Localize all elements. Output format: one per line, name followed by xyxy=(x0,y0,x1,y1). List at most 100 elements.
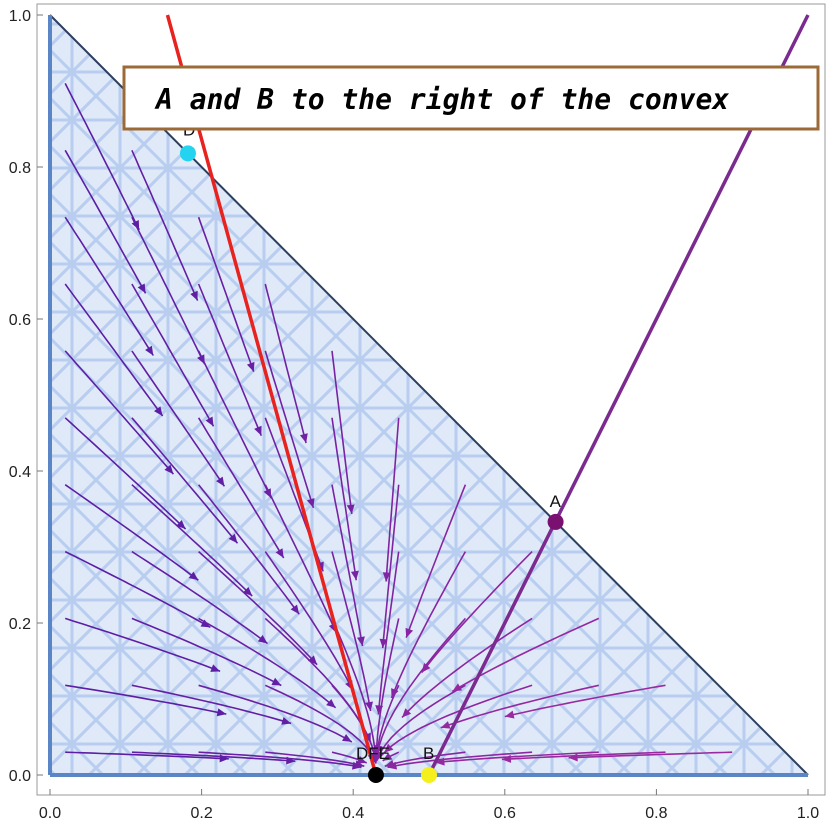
stream-arrowhead xyxy=(405,627,414,638)
streamline xyxy=(440,684,599,729)
stream-arrowhead xyxy=(257,634,268,644)
streamline xyxy=(64,484,199,581)
streamline xyxy=(264,484,337,633)
streamline xyxy=(65,751,229,760)
streamline xyxy=(198,617,337,709)
stream-arrowhead xyxy=(402,708,412,718)
streamline xyxy=(390,551,467,699)
y-tick-label: 0.8 xyxy=(9,160,31,177)
stream-arrowhead xyxy=(190,290,198,301)
streamline xyxy=(64,216,154,356)
stream-arrowhead xyxy=(281,717,292,725)
x-tick-label: 0.6 xyxy=(494,805,516,822)
streamline xyxy=(383,684,533,754)
stream-arrowhead xyxy=(308,655,318,665)
streamline xyxy=(331,618,377,758)
streamline xyxy=(131,751,296,762)
streamline xyxy=(377,551,400,715)
streamline xyxy=(265,751,365,767)
stream-arrowhead xyxy=(365,701,373,712)
stream-arrowhead xyxy=(375,705,384,715)
stream-arrowhead xyxy=(354,760,365,768)
stream-arrowhead xyxy=(188,571,199,581)
annotation-text: A and B to the right of the convex xyxy=(154,83,729,116)
stream-arrowhead xyxy=(452,683,463,692)
stream-arrowhead xyxy=(290,604,300,615)
streamline xyxy=(64,149,147,294)
streamline xyxy=(568,751,733,759)
streamline xyxy=(131,350,226,487)
stream-arrowhead xyxy=(440,721,451,729)
stream-arrowhead xyxy=(326,698,336,708)
streamline xyxy=(64,83,140,231)
streamline xyxy=(64,283,164,417)
stream-arrowhead xyxy=(263,488,272,499)
streamline xyxy=(197,484,300,615)
streamline xyxy=(131,550,268,645)
streamlines xyxy=(64,83,733,770)
x-tick-label: 0.8 xyxy=(645,805,667,822)
streamline xyxy=(197,350,272,499)
streamline xyxy=(375,684,400,755)
streamline xyxy=(198,551,318,666)
streamline xyxy=(331,551,372,712)
region-hypotenuse xyxy=(49,14,809,776)
streamline xyxy=(198,684,353,743)
streamline xyxy=(375,618,400,763)
stream-arrowhead xyxy=(356,636,365,646)
point-label-a: A xyxy=(550,492,562,511)
stream-arrowhead xyxy=(254,425,262,436)
stream-arrowhead xyxy=(228,533,238,544)
streamline xyxy=(420,551,533,674)
stream-arrowhead xyxy=(164,464,174,475)
streamline xyxy=(504,684,666,718)
stream-arrowhead xyxy=(271,677,282,686)
streamline xyxy=(64,617,221,673)
streamline xyxy=(264,684,376,763)
stream-arrowhead xyxy=(382,752,393,761)
streamline xyxy=(387,751,533,769)
streamline xyxy=(131,484,253,597)
stream-arrowhead xyxy=(137,283,146,294)
streamline xyxy=(131,617,282,687)
stream-arrowhead xyxy=(382,572,391,582)
stream-arrowhead xyxy=(501,754,512,763)
stream-arrowhead xyxy=(176,519,186,530)
streamline xyxy=(197,417,285,559)
stream-arrowhead xyxy=(145,345,154,356)
stream-arrowhead xyxy=(379,638,388,649)
point-dfe xyxy=(367,767,384,783)
stream-arrowhead xyxy=(387,761,398,770)
streamline xyxy=(405,484,467,638)
x-tick-label: 1.0 xyxy=(797,805,819,822)
streamline xyxy=(376,684,466,762)
axis-ticks: 0.0 0.2 0.4 0.6 0.8 1.0 0.0 0.2 0.4 0.6 0.8 1.0 xyxy=(9,8,819,822)
streamline xyxy=(131,283,215,427)
streamline xyxy=(401,617,533,719)
streamline xyxy=(131,149,199,301)
stream-arrowhead xyxy=(384,743,394,753)
streamline xyxy=(331,484,364,647)
streamline xyxy=(64,550,211,629)
streamline xyxy=(198,751,362,769)
stream-arrowhead xyxy=(210,664,221,672)
stream-arrowhead xyxy=(375,745,384,755)
stream-arrowhead xyxy=(200,619,211,628)
streamline xyxy=(384,751,466,767)
streamline xyxy=(264,283,307,444)
point-a xyxy=(547,513,564,530)
streamline xyxy=(381,484,400,649)
point-label-dfe: DFE xyxy=(356,744,390,763)
stream-arrowhead xyxy=(275,548,284,559)
streamline xyxy=(435,751,599,764)
stream-arrowhead xyxy=(205,416,214,427)
streamline xyxy=(331,417,357,581)
point-label-b: B xyxy=(423,744,434,763)
point-b xyxy=(421,767,437,783)
streamline xyxy=(197,216,255,372)
streamline xyxy=(64,417,187,530)
streamline xyxy=(65,684,227,715)
streamline xyxy=(501,751,666,761)
stream-arrowhead xyxy=(154,406,163,416)
streamline xyxy=(331,350,353,514)
